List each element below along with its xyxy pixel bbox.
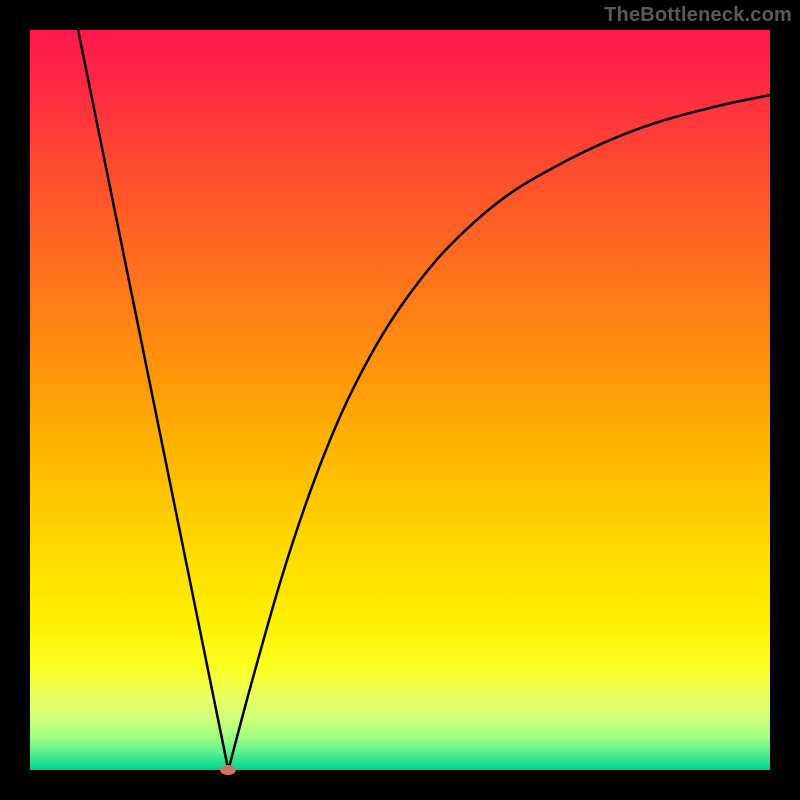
minimum-marker <box>220 765 236 775</box>
chart-stage: TheBottleneck.com <box>0 0 800 800</box>
right-branch-curve <box>228 95 770 770</box>
plot-area <box>30 30 770 770</box>
left-branch-line <box>78 30 228 770</box>
watermark-text: TheBottleneck.com <box>604 4 792 27</box>
curve-layer <box>30 30 770 770</box>
